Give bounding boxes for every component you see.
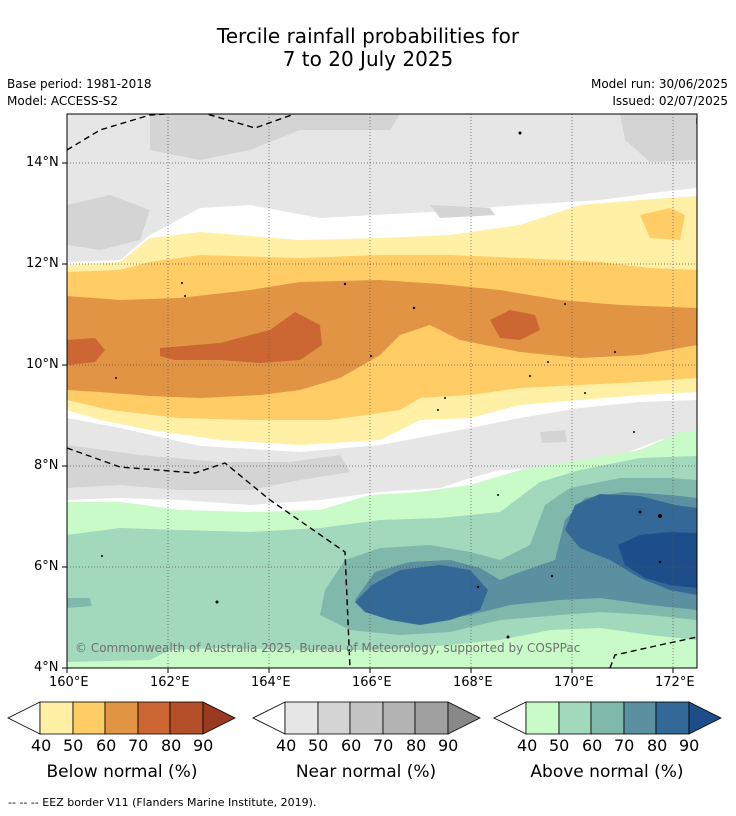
colorbar-below-swatch-60 <box>104 701 139 735</box>
lat-tick-label: 8°N <box>34 458 59 473</box>
lon-tick-label: 166°E <box>352 675 392 690</box>
colorbar-below-swatch-40 <box>39 701 74 735</box>
base-period-text: Base period: 1981-2018 <box>7 77 152 91</box>
colorbar-below-tick: 40 <box>31 736 52 755</box>
title-line-1: Tercile rainfall probabilities for <box>216 24 520 48</box>
lat-tick-label: 6°N <box>34 559 59 574</box>
colorbar-above-max-arrow <box>688 701 722 735</box>
below-normal-70-region-east <box>490 310 540 340</box>
colorbar-above-tick: 80 <box>647 736 668 755</box>
lat-tick-label: 12°N <box>26 256 59 271</box>
colorbar-above-swatch-40 <box>525 701 560 735</box>
lon-tick-label: 164°E <box>251 675 291 690</box>
colorbar-below-tick: 70 <box>128 736 149 755</box>
issued-text: Issued: 02/07/2025 <box>612 94 728 108</box>
colorbar-below-label: Below normal (%) <box>46 762 198 782</box>
colorbar-near-tick: 60 <box>341 736 362 755</box>
colorbar-near-tick: 40 <box>276 736 297 755</box>
lon-tick-label: 160°E <box>49 675 89 690</box>
colorbar-above-swatch-80 <box>655 701 690 735</box>
copyright-text: © Commonwealth of Australia 2025, Bureau… <box>75 641 581 655</box>
colorbar-above-swatch-50 <box>558 701 592 735</box>
near-normal-region-middle-dark <box>67 445 350 490</box>
colorbar-above <box>493 701 722 735</box>
below-normal-60-region <box>67 280 697 398</box>
map-plot <box>67 114 697 668</box>
colorbar-below-swatch-80 <box>169 701 204 735</box>
lon-tick-label: 168°E <box>453 675 493 690</box>
colorbar-above-tick: 40 <box>517 736 538 755</box>
colorbar-below-swatch-50 <box>72 701 106 735</box>
near-normal-region-north-dark <box>150 114 400 160</box>
colorbar-above-tick: 90 <box>679 736 700 755</box>
colorbar-near-tick: 90 <box>438 736 459 755</box>
lon-tick-label: 170°E <box>554 675 594 690</box>
colorbar-above-tick: 60 <box>582 736 603 755</box>
colorbar-near-swatch-40 <box>284 701 319 735</box>
above-normal-90-region <box>618 532 697 588</box>
below-normal-70-region-center <box>160 312 322 363</box>
colorbar-below-swatch-70 <box>137 701 171 735</box>
colorbar-below-tick: 50 <box>63 736 84 755</box>
title-line-2: 7 to 20 July 2025 <box>282 47 454 71</box>
colorbar-near-tick: 50 <box>308 736 329 755</box>
colorbar-below-max-arrow <box>202 701 236 735</box>
near-normal-region-middle-dark-2 <box>540 430 567 443</box>
axis-ticks <box>62 162 674 673</box>
colorbar-below-min-arrow <box>7 701 41 735</box>
lon-tick-label: 162°E <box>150 675 190 690</box>
colorbar-above-min-arrow <box>493 701 527 735</box>
colorbar-above-label: Above normal (%) <box>530 762 684 782</box>
lat-tick-label: 4°N <box>34 660 59 675</box>
colorbar-near-swatch-50 <box>317 701 351 735</box>
below-normal-50-region-ne <box>640 208 685 240</box>
near-normal-region-north-dark-3 <box>430 205 495 218</box>
colorbar-near-tick: 80 <box>406 736 427 755</box>
colorbar-above-tick: 50 <box>549 736 570 755</box>
map-frame <box>66 113 698 669</box>
eez-footnote: -- -- -- EEZ border V11 (Flanders Marine… <box>8 796 317 809</box>
model-text: Model: ACCESS-S2 <box>7 94 119 108</box>
near-normal-region-north-dark-4 <box>620 114 697 162</box>
colorbar-below <box>7 701 236 735</box>
eez-borders <box>67 114 697 668</box>
near-normal-region-north-dark-2 <box>67 195 150 250</box>
colorbar-near <box>252 701 481 735</box>
colorbar-near-label: Near normal (%) <box>295 762 437 782</box>
colorbar-above-tick: 70 <box>614 736 635 755</box>
model-run-text: Model run: 30/06/2025 <box>590 77 728 91</box>
colorbar-below-tick: 90 <box>193 736 214 755</box>
colorbar-near-min-arrow <box>252 701 286 735</box>
lon-tick-label: 172°E <box>655 675 695 690</box>
lat-tick-label: 10°N <box>26 357 59 372</box>
above-normal-80-region-south <box>355 565 488 625</box>
colorbar-near-swatch-70 <box>382 701 416 735</box>
colorbar-near-swatch-80 <box>414 701 449 735</box>
lat-tick-label: 14°N <box>26 155 59 170</box>
colorbar-above-swatch-70 <box>623 701 657 735</box>
islands <box>101 131 662 639</box>
colorbar-near-tick: 70 <box>373 736 394 755</box>
colorbar-near-max-arrow <box>447 701 481 735</box>
gridlines <box>67 114 697 668</box>
colorbar-below-tick: 60 <box>96 736 117 755</box>
colorbar-below-tick: 80 <box>161 736 182 755</box>
colorbar-near-swatch-60 <box>349 701 384 735</box>
below-normal-70-region-west <box>67 338 105 365</box>
colorbar-above-swatch-60 <box>590 701 625 735</box>
